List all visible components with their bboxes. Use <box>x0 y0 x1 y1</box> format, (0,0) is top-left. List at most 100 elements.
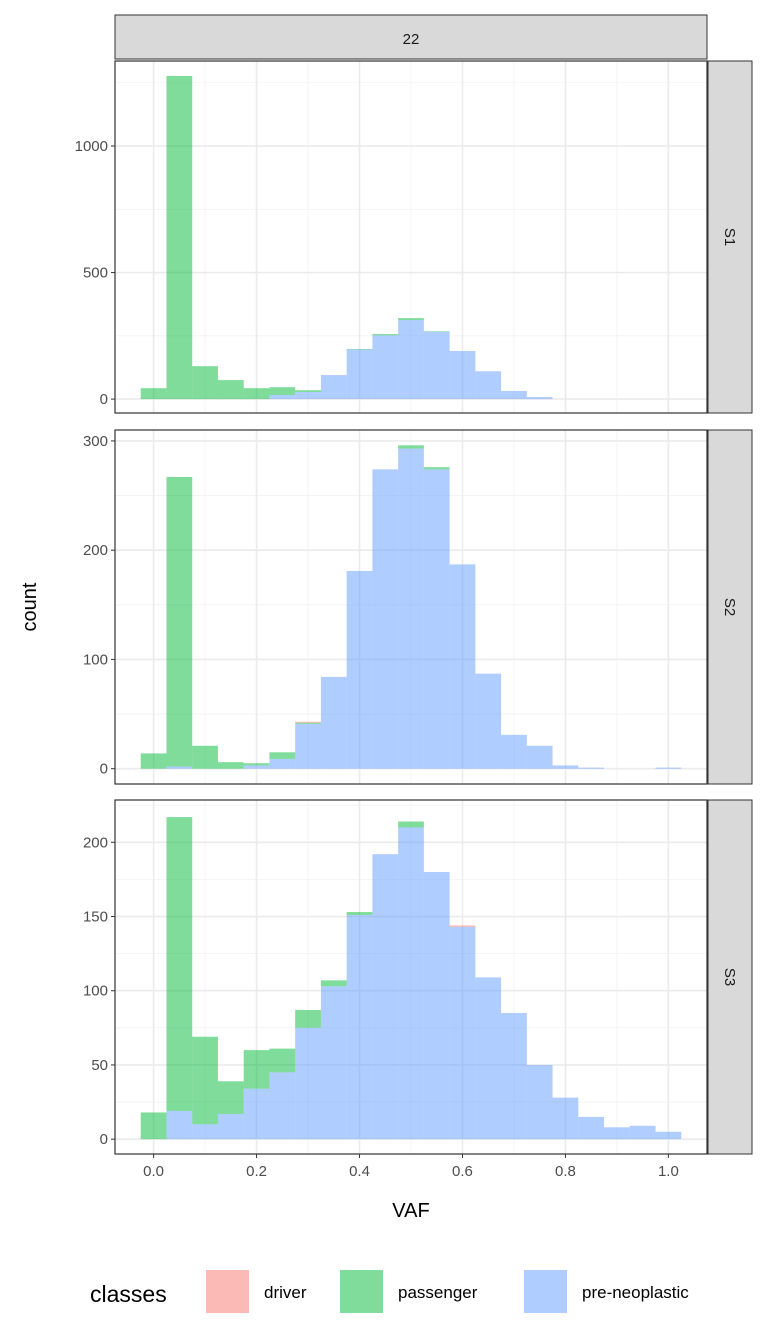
bar-pre-neoplastic <box>166 766 193 769</box>
bar-pre-neoplastic <box>295 391 321 400</box>
x-tick-label: 0.8 <box>555 1163 576 1180</box>
y-tick-label: 100 <box>83 983 108 1000</box>
bar-pre-neoplastic <box>346 915 373 1140</box>
bar-pre-neoplastic <box>320 676 347 769</box>
bar-pre-neoplastic <box>372 854 399 1140</box>
bar-pre-neoplastic <box>423 469 450 769</box>
bar-pre-neoplastic <box>475 977 502 1140</box>
facet-strip-label: S3 <box>721 968 738 986</box>
bar-pre-neoplastic <box>398 320 424 400</box>
bar-pre-neoplastic <box>501 734 527 769</box>
legend-label-driver: driver <box>264 1283 307 1302</box>
y-tick-label: 0 <box>100 391 108 408</box>
x-tick-label: 0.2 <box>246 1163 267 1180</box>
bar-passenger <box>423 331 450 332</box>
bar-passenger <box>372 334 399 336</box>
y-tick-label: 1000 <box>75 138 108 155</box>
bar-pre-neoplastic <box>475 673 502 769</box>
legend-label-passenger: passenger <box>398 1283 478 1302</box>
y-axis-title: count <box>19 582 41 631</box>
legend-key-pre-neoplastic <box>524 1270 567 1313</box>
bar-pre-neoplastic <box>526 1064 553 1140</box>
bar-pre-neoplastic <box>217 1113 244 1140</box>
panel-S1: 0 500 1000 S1 <box>75 60 753 414</box>
bar-driver <box>449 925 476 927</box>
y-tick-label: 500 <box>83 265 108 282</box>
y-tick-label: 200 <box>83 834 108 851</box>
bar-driver <box>295 721 321 723</box>
bar-pre-neoplastic <box>449 351 476 400</box>
bar-pre-neoplastic <box>243 1088 270 1140</box>
bar-pre-neoplastic <box>372 469 399 769</box>
y-tick-label: 200 <box>83 542 108 559</box>
x-tick-label: 0.6 <box>452 1163 473 1180</box>
bar-pre-neoplastic <box>449 926 476 1140</box>
facet-strip-label: S2 <box>721 598 738 616</box>
bar-pre-neoplastic <box>295 1027 321 1140</box>
facet-strip-label: S1 <box>721 228 738 246</box>
bar-pre-neoplastic <box>269 1072 296 1140</box>
panel-S3: 0 50 100 150 200 S3 <box>83 799 753 1155</box>
bar-passenger <box>243 1050 270 1089</box>
bar-pre-neoplastic <box>552 1097 579 1140</box>
facet-strip-right <box>707 799 753 1155</box>
panel-S2: 0 100 200 300 S2 <box>83 429 753 785</box>
panel-border <box>114 429 708 785</box>
bar-pre-neoplastic <box>526 745 553 769</box>
bar-passenger <box>346 912 373 916</box>
y-tick-label: 150 <box>83 909 108 926</box>
bar-pre-neoplastic <box>449 564 476 769</box>
bar-pre-neoplastic <box>475 371 502 400</box>
bar-passenger <box>166 476 193 767</box>
bar-passenger <box>269 1048 296 1073</box>
bar-passenger <box>217 762 244 769</box>
bar-passenger <box>166 75 193 400</box>
bar-passenger <box>398 318 424 321</box>
bar-pre-neoplastic <box>398 827 424 1140</box>
bar-pre-neoplastic <box>398 448 424 769</box>
bar-passenger <box>140 1112 167 1140</box>
y-tick-label: 300 <box>83 433 108 450</box>
x-tick-label: 0.4 <box>349 1163 370 1180</box>
bar-passenger <box>166 817 193 1111</box>
bar-passenger <box>192 366 218 400</box>
bar-passenger <box>192 745 218 769</box>
legend-title: classes <box>90 1281 167 1307</box>
y-tick-label: 50 <box>91 1057 108 1074</box>
y-tick-label: 0 <box>100 1131 108 1148</box>
panel-border <box>114 60 708 414</box>
y-tick-label: 0 <box>100 761 108 778</box>
bar-pre-neoplastic <box>578 1116 605 1140</box>
facet-strip-label: 22 <box>403 31 420 48</box>
panel-border <box>114 799 708 1155</box>
x-axis-title: VAF <box>392 1200 429 1222</box>
bar-passenger <box>295 722 321 724</box>
bar-pre-neoplastic <box>192 1124 218 1140</box>
bar-pre-neoplastic <box>578 767 605 769</box>
bar-passenger <box>140 388 167 400</box>
x-tick-label: 0.0 <box>143 1163 164 1180</box>
bar-pre-neoplastic <box>166 1110 193 1140</box>
bar-pre-neoplastic <box>295 723 321 769</box>
bar-passenger <box>269 752 296 759</box>
facet-strip-right <box>707 429 753 785</box>
bar-pre-neoplastic <box>320 986 347 1140</box>
x-tick-label: 1.0 <box>658 1163 679 1180</box>
facet-strip-right <box>707 60 753 414</box>
bar-pre-neoplastic <box>526 397 553 400</box>
y-tick-label: 100 <box>83 651 108 668</box>
bar-passenger <box>423 467 450 470</box>
bar-pre-neoplastic <box>423 331 450 400</box>
bar-passenger <box>243 388 270 400</box>
bar-pre-neoplastic <box>501 390 527 400</box>
bar-passenger <box>295 390 321 392</box>
bar-passenger <box>398 821 424 828</box>
bar-passenger <box>217 1081 244 1114</box>
bar-pre-neoplastic <box>346 349 373 400</box>
bar-pre-neoplastic <box>423 871 450 1140</box>
bar-passenger <box>295 1010 321 1028</box>
bar-pre-neoplastic <box>372 335 399 400</box>
bar-passenger <box>192 1036 218 1125</box>
bar-passenger <box>217 380 244 400</box>
